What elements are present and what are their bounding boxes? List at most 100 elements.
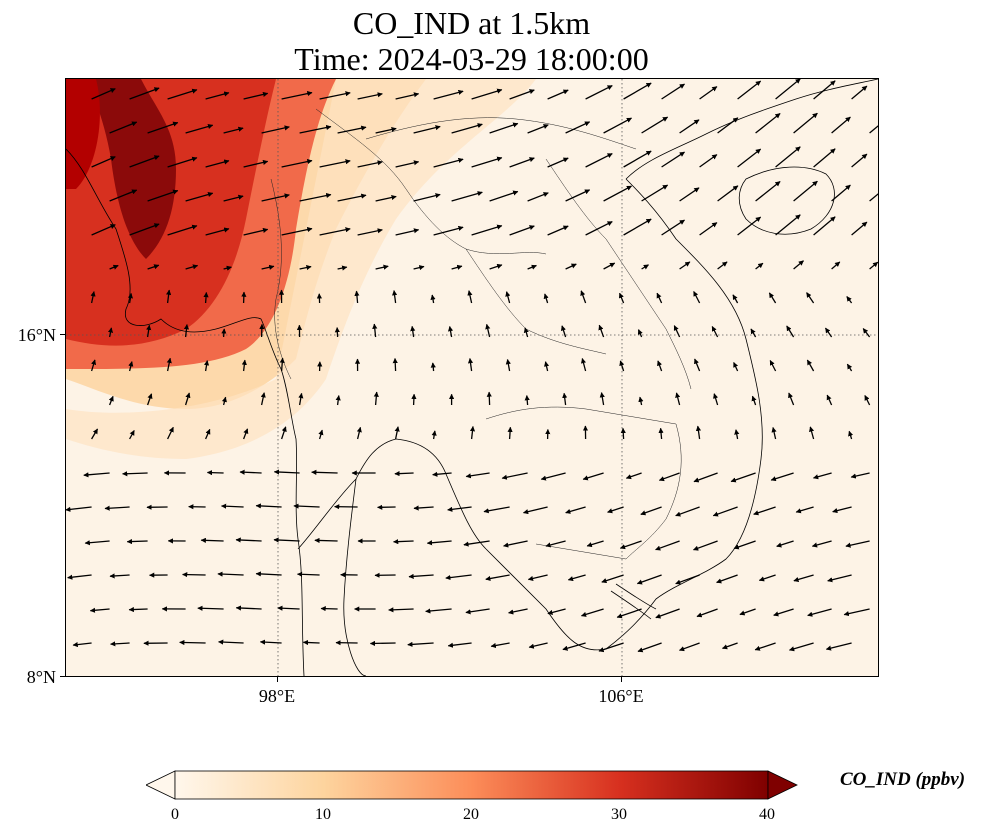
wind-arrow xyxy=(540,472,566,481)
wind-arrow xyxy=(485,574,510,582)
wind-arrow xyxy=(717,117,739,134)
wind-arrow xyxy=(126,538,148,545)
map-canvas xyxy=(66,79,878,676)
wind-arrow xyxy=(813,216,836,236)
wind-arrow xyxy=(91,428,99,440)
wind-arrow xyxy=(128,361,134,372)
wind-arrow xyxy=(185,191,214,202)
wind-arrow xyxy=(183,324,190,338)
wind-arrow xyxy=(770,472,794,482)
wind-arrow xyxy=(734,429,740,440)
wind-arrow xyxy=(811,540,832,548)
wind-arrow xyxy=(603,185,632,202)
wind-arrow xyxy=(430,294,436,304)
wind-arrow xyxy=(618,292,625,304)
wind-arrow xyxy=(129,223,160,236)
wind-arrow xyxy=(793,112,818,134)
wind-arrow xyxy=(713,393,719,406)
wind-arrow xyxy=(337,193,367,202)
wind-arrow xyxy=(523,327,529,338)
wind-arrow xyxy=(413,193,441,202)
wind-arrow xyxy=(661,151,685,168)
wind-arrow xyxy=(243,227,269,236)
wind-arrow xyxy=(91,156,116,168)
border-cambodia xyxy=(485,406,682,560)
wind-arrow xyxy=(413,265,425,271)
wind-arrow xyxy=(206,470,224,476)
wind-arrow xyxy=(319,159,351,168)
wind-arrow xyxy=(543,293,549,304)
wind-arrow xyxy=(601,574,624,584)
wind-arrow xyxy=(182,572,206,578)
wind-arrow xyxy=(607,506,624,514)
wind-arrow xyxy=(471,156,503,168)
wind-arrow xyxy=(221,396,227,406)
wind-arrow xyxy=(565,506,586,514)
wind-arrow xyxy=(527,124,549,134)
wind-arrow xyxy=(845,540,870,548)
wind-arrow xyxy=(185,264,199,270)
wind-arrow xyxy=(695,425,702,440)
lon-tick-98E xyxy=(277,677,278,682)
wind-arrow xyxy=(67,574,92,580)
wind-arrow xyxy=(432,471,452,477)
wind-arrow xyxy=(656,292,663,304)
wind-arrow xyxy=(314,537,338,544)
wind-arrow xyxy=(693,291,701,304)
wind-arrow xyxy=(167,426,174,440)
wind-arrow xyxy=(585,221,613,236)
wind-arrow xyxy=(638,396,644,406)
figure-title-line1: CO_IND at 1.5km xyxy=(352,5,591,41)
wind-arrow xyxy=(793,180,818,202)
wind-arrow xyxy=(203,291,209,304)
wind-arrow xyxy=(89,607,110,613)
wind-arrow xyxy=(851,85,868,100)
wind-arrow xyxy=(599,392,605,406)
wind-arrow xyxy=(658,427,664,440)
wind-arrow xyxy=(567,574,586,582)
wind-arrow xyxy=(465,608,490,615)
wind-arrow xyxy=(699,86,718,100)
wind-arrow xyxy=(547,608,566,615)
wind-arrow xyxy=(388,607,414,613)
wind-arrow xyxy=(509,225,535,236)
wind-arrow xyxy=(395,228,420,236)
wind-arrow xyxy=(200,537,224,543)
colorbar-svg xyxy=(145,770,798,800)
wind-arrow xyxy=(636,574,662,585)
wind-arrow xyxy=(235,537,262,543)
colorbar-tick-30: 30 xyxy=(611,806,627,823)
wind-arrow xyxy=(260,392,266,406)
wind-arrow xyxy=(129,430,135,440)
wind-arrow xyxy=(354,290,360,304)
wind-arrow xyxy=(394,426,400,440)
wind-arrow xyxy=(524,395,530,406)
wind-arrow xyxy=(261,193,290,202)
wind-arrow xyxy=(581,608,604,617)
wind-arrow xyxy=(623,82,652,100)
wind-arrow xyxy=(90,359,97,372)
wind-arrow xyxy=(319,227,351,236)
wind-arrow xyxy=(299,192,332,202)
wind-arrow xyxy=(527,264,537,270)
wind-arrow xyxy=(281,91,313,100)
wind-arrow xyxy=(619,540,642,550)
concentration-field xyxy=(66,79,878,676)
wind-arrow xyxy=(809,426,815,440)
wind-arrow xyxy=(273,469,300,475)
wind-arrow xyxy=(394,471,414,477)
wind-arrow xyxy=(223,194,244,202)
wind-arrow xyxy=(489,190,519,202)
wind-arrow xyxy=(335,395,341,406)
wind-arrow xyxy=(235,605,262,611)
wind-arrow xyxy=(296,571,320,577)
wind-arrow xyxy=(585,153,613,168)
wind-arrow xyxy=(167,156,198,168)
wind-arrow xyxy=(675,392,681,406)
wind-arrow xyxy=(693,540,718,551)
wind-arrow xyxy=(311,469,338,475)
wind-arrow xyxy=(281,227,313,236)
wind-arrow xyxy=(104,505,130,511)
wind-arrow xyxy=(694,358,701,372)
wind-arrow xyxy=(279,357,285,372)
